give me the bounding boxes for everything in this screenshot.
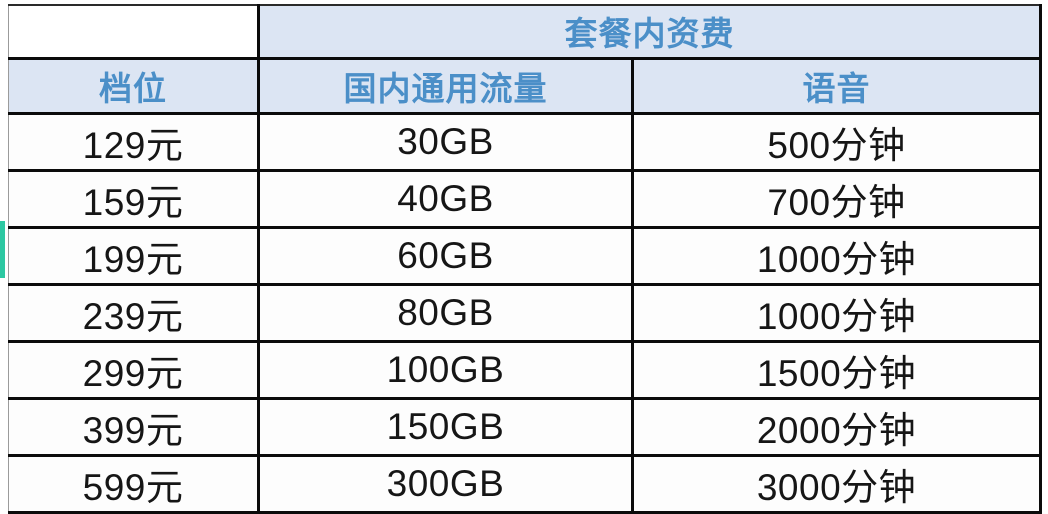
cell-tier: 199元 (8, 225, 260, 286)
column-header-voice: 语音 (631, 56, 1042, 115)
cell-voice: 1000分钟 (631, 282, 1042, 343)
cell-tier: 399元 (8, 396, 260, 457)
cell-voice: 1500分钟 (631, 339, 1042, 400)
cell-data-allowance: 30GB (257, 111, 634, 172)
table-title: 套餐内资费 (257, 4, 1042, 60)
cell-data-allowance: 100GB (257, 339, 634, 400)
column-header-tier: 档位 (8, 56, 260, 115)
column-header-row: 档位 国内通用流量 语音 (8, 56, 1042, 115)
cell-voice: 500分钟 (631, 111, 1042, 172)
table-row: 129元 30GB 500分钟 (8, 111, 1042, 172)
cell-voice: 2000分钟 (631, 396, 1042, 457)
cell-tier: 599元 (8, 453, 260, 514)
cell-voice: 700分钟 (631, 168, 1042, 229)
table-row: 399元 150GB 2000分钟 (8, 396, 1042, 457)
selection-marker (0, 221, 5, 278)
cell-tier: 159元 (8, 168, 260, 229)
cell-tier: 239元 (8, 282, 260, 343)
table-row: 599元 300GB 3000分钟 (8, 453, 1042, 514)
plan-pricing-table: 套餐内资费 档位 国内通用流量 语音 129元 30GB 500分钟 159元 40GB… (8, 4, 1042, 514)
pricing-table-screenshot: 套餐内资费 档位 国内通用流量 语音 129元 30GB 500分钟 159元 40GB… (0, 4, 1042, 514)
cell-tier: 129元 (8, 111, 260, 172)
cell-data-allowance: 60GB (257, 225, 634, 286)
cell-voice: 3000分钟 (631, 453, 1042, 514)
blank-corner-cell (8, 4, 260, 60)
cell-data-allowance: 150GB (257, 396, 634, 457)
cell-data-allowance: 40GB (257, 168, 634, 229)
table-row: 159元 40GB 700分钟 (8, 168, 1042, 229)
cell-tier: 299元 (8, 339, 260, 400)
cell-data-allowance: 300GB (257, 453, 634, 514)
cell-voice: 1000分钟 (631, 225, 1042, 286)
table-body: 129元 30GB 500分钟 159元 40GB 700分钟 199元 60GB 1000分钟… (8, 111, 1042, 514)
table-row: 239元 80GB 1000分钟 (8, 282, 1042, 343)
cell-data-allowance: 80GB (257, 282, 634, 343)
table-title-row: 套餐内资费 (8, 4, 1042, 60)
table-row: 299元 100GB 1500分钟 (8, 339, 1042, 400)
table-row: 199元 60GB 1000分钟 (8, 225, 1042, 286)
column-header-data-allowance: 国内通用流量 (257, 56, 634, 115)
